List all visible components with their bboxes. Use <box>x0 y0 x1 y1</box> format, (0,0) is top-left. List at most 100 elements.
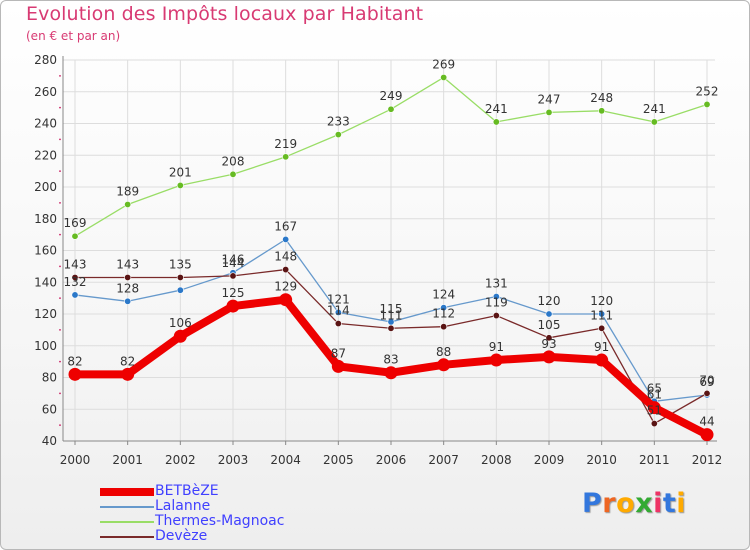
data-point-thermes-magnoac <box>387 105 395 113</box>
data-label-thermes-magnoac: 241 <box>485 102 508 116</box>
data-point-betb-ze <box>437 358 451 372</box>
data-point-dev-ze <box>387 324 395 332</box>
y-minor-tick <box>59 360 61 363</box>
data-point-betb-ze <box>331 359 345 373</box>
data-label-thermes-magnoac: 233 <box>327 115 350 129</box>
data-point-betb-ze <box>595 353 609 367</box>
y-tick-label: 80 <box>42 371 57 385</box>
data-label-lalanne: 65 <box>647 381 662 395</box>
x-tick-label: 2004 <box>270 453 301 467</box>
data-label-thermes-magnoac: 219 <box>274 137 297 151</box>
data-label-dev-ze: 112 <box>432 307 455 321</box>
data-point-dev-ze <box>650 420 658 428</box>
legend-item: Thermes-Magnoac <box>100 513 420 529</box>
data-label-dev-ze: 114 <box>327 304 350 318</box>
data-label-thermes-magnoac: 248 <box>590 91 613 105</box>
data-label-betb-ze: 83 <box>383 353 398 367</box>
x-tick-label: 2005 <box>323 453 354 467</box>
data-label-lalanne: 146 <box>222 253 245 267</box>
data-label-dev-ze: 105 <box>538 318 561 332</box>
data-point-lalanne <box>176 286 184 294</box>
data-label-dev-ze: 143 <box>64 257 87 271</box>
y-tick-label: 40 <box>42 434 57 448</box>
data-label-betb-ze: 93 <box>541 337 556 351</box>
data-point-betb-ze <box>279 293 293 307</box>
data-point-dev-ze <box>703 389 711 397</box>
data-label-thermes-magnoac: 208 <box>222 154 245 168</box>
data-label-betb-ze: 61 <box>647 388 662 402</box>
data-label-betb-ze: 87 <box>331 346 346 360</box>
data-label-lalanne: 167 <box>274 219 297 233</box>
logo-letter: o <box>616 488 636 519</box>
y-tick-label: 180 <box>34 212 57 226</box>
data-point-dev-ze <box>598 324 606 332</box>
y-minor-tick <box>59 328 61 331</box>
data-point-betb-ze <box>647 401 661 415</box>
data-point-thermes-magnoac <box>650 118 658 126</box>
data-label-thermes-magnoac: 241 <box>643 102 666 116</box>
y-minor-tick <box>59 297 61 300</box>
data-point-thermes-magnoac <box>282 153 290 161</box>
legend: BETBèZE Lalanne Thermes-Magnoac Devèze <box>100 483 420 544</box>
y-minor-tick <box>59 233 61 236</box>
data-point-betb-ze <box>226 299 240 313</box>
data-label-betb-ze: 125 <box>222 286 245 300</box>
data-point-dev-ze <box>440 323 448 331</box>
x-tick-label: 2008 <box>481 453 512 467</box>
legend-label: BETBèZE <box>155 483 219 499</box>
data-point-dev-ze <box>492 312 500 320</box>
data-label-betb-ze: 44 <box>699 415 714 429</box>
y-minor-tick <box>59 392 61 395</box>
y-tick-label: 220 <box>34 148 57 162</box>
y-minor-tick <box>59 106 61 109</box>
x-tick-label: 2000 <box>60 453 91 467</box>
data-point-thermes-magnoac <box>598 107 606 115</box>
data-point-thermes-magnoac <box>545 108 553 116</box>
data-label-lalanne: 131 <box>485 277 508 291</box>
data-label-dev-ze: 111 <box>590 308 613 322</box>
data-point-lalanne <box>440 304 448 312</box>
y-tick-label: 260 <box>34 85 57 99</box>
legend-label: Lalanne <box>155 498 211 514</box>
y-tick-label: 140 <box>34 275 57 289</box>
data-point-thermes-magnoac <box>334 131 342 139</box>
data-point-dev-ze <box>124 273 132 281</box>
x-tick-label: 2007 <box>428 453 459 467</box>
data-point-lalanne <box>492 293 500 301</box>
data-point-betb-ze <box>700 428 714 442</box>
data-label-thermes-magnoac: 269 <box>432 57 455 71</box>
data-label-thermes-magnoac: 201 <box>169 165 192 179</box>
data-label-lalanne: 121 <box>327 292 350 306</box>
x-tick-label: 2012 <box>692 453 723 467</box>
x-tick-label: 2003 <box>218 453 249 467</box>
logo-letter: P <box>582 488 603 519</box>
data-point-betb-ze <box>68 367 82 381</box>
logo-letter: x <box>635 488 654 519</box>
data-point-thermes-magnoac <box>492 118 500 126</box>
proxiti-logo: Proxiti <box>582 488 686 519</box>
chart-title: Evolution des Impôts locaux par Habitant <box>26 3 424 25</box>
data-label-dev-ze: 144 <box>222 256 245 270</box>
data-label-lalanne: 128 <box>116 281 139 295</box>
data-point-dev-ze <box>282 266 290 274</box>
data-point-thermes-magnoac <box>71 232 79 240</box>
data-label-betb-ze: 82 <box>67 354 82 368</box>
data-label-dev-ze: 135 <box>169 257 192 271</box>
data-label-lalanne: 120 <box>590 294 613 308</box>
data-label-betb-ze: 129 <box>274 280 297 294</box>
data-point-lalanne <box>545 310 553 318</box>
data-label-lalanne: 132 <box>64 275 87 289</box>
x-tick-label: 2009 <box>534 453 565 467</box>
data-label-lalanne: 124 <box>432 288 455 302</box>
logo-letter: t <box>662 488 677 519</box>
data-label-betb-ze: 91 <box>594 340 609 354</box>
data-label-lalanne: 115 <box>380 302 403 316</box>
data-point-dev-ze <box>545 334 553 342</box>
data-label-thermes-magnoac: 189 <box>116 184 139 198</box>
data-point-lalanne <box>124 297 132 305</box>
data-point-dev-ze <box>71 273 79 281</box>
data-point-thermes-magnoac <box>703 100 711 108</box>
legend-swatch <box>100 536 154 538</box>
data-point-thermes-magnoac <box>440 73 448 81</box>
